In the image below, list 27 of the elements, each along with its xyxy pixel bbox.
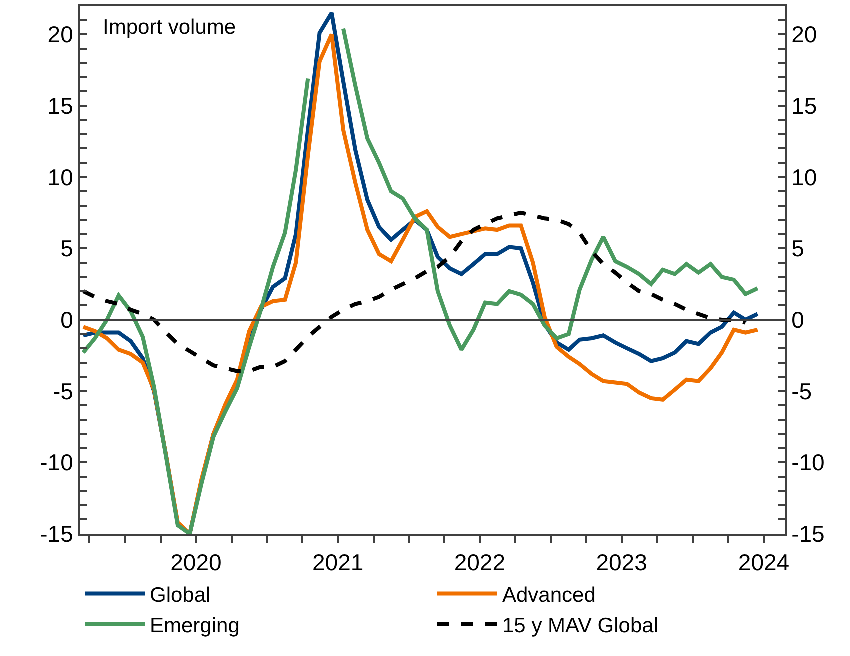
y-tick-label: 0 <box>60 307 74 333</box>
x-tick-label: 2020 <box>170 550 222 576</box>
y2-tick-label: -5 <box>792 378 812 404</box>
y-tick-label: 5 <box>60 236 74 262</box>
x-tick-label: 2023 <box>596 550 648 576</box>
y2-tick-label: 10 <box>792 164 818 190</box>
y-tick-label: 10 <box>48 164 74 190</box>
x-tick-label: 2024 <box>738 550 790 576</box>
line-series <box>82 210 748 374</box>
legend-label: Global <box>150 584 211 607</box>
y2-tick-label: 5 <box>792 236 804 262</box>
legend-label: Advanced <box>502 584 596 607</box>
y-tick-label: -5 <box>52 378 74 404</box>
y-tick-label: -10 <box>40 450 74 476</box>
y2-tick-label: 20 <box>792 22 818 48</box>
x-tick-label: 2022 <box>454 550 506 576</box>
legend-label: 15 y MAV Global <box>502 614 659 638</box>
y2-tick-label: -10 <box>792 450 825 476</box>
y-tick-label: 15 <box>48 92 74 119</box>
y-tick-label: -15 <box>40 521 74 548</box>
y2-tick-label: 0 <box>792 307 804 333</box>
annotation: Import volume <box>103 16 236 39</box>
legend-label: Emerging <box>150 614 240 638</box>
y2-tick-label: -15 <box>792 521 825 548</box>
y2-tick-label: 15 <box>792 92 818 119</box>
y-tick-label: 20 <box>48 22 74 48</box>
x-tick-label: 2021 <box>312 550 364 576</box>
